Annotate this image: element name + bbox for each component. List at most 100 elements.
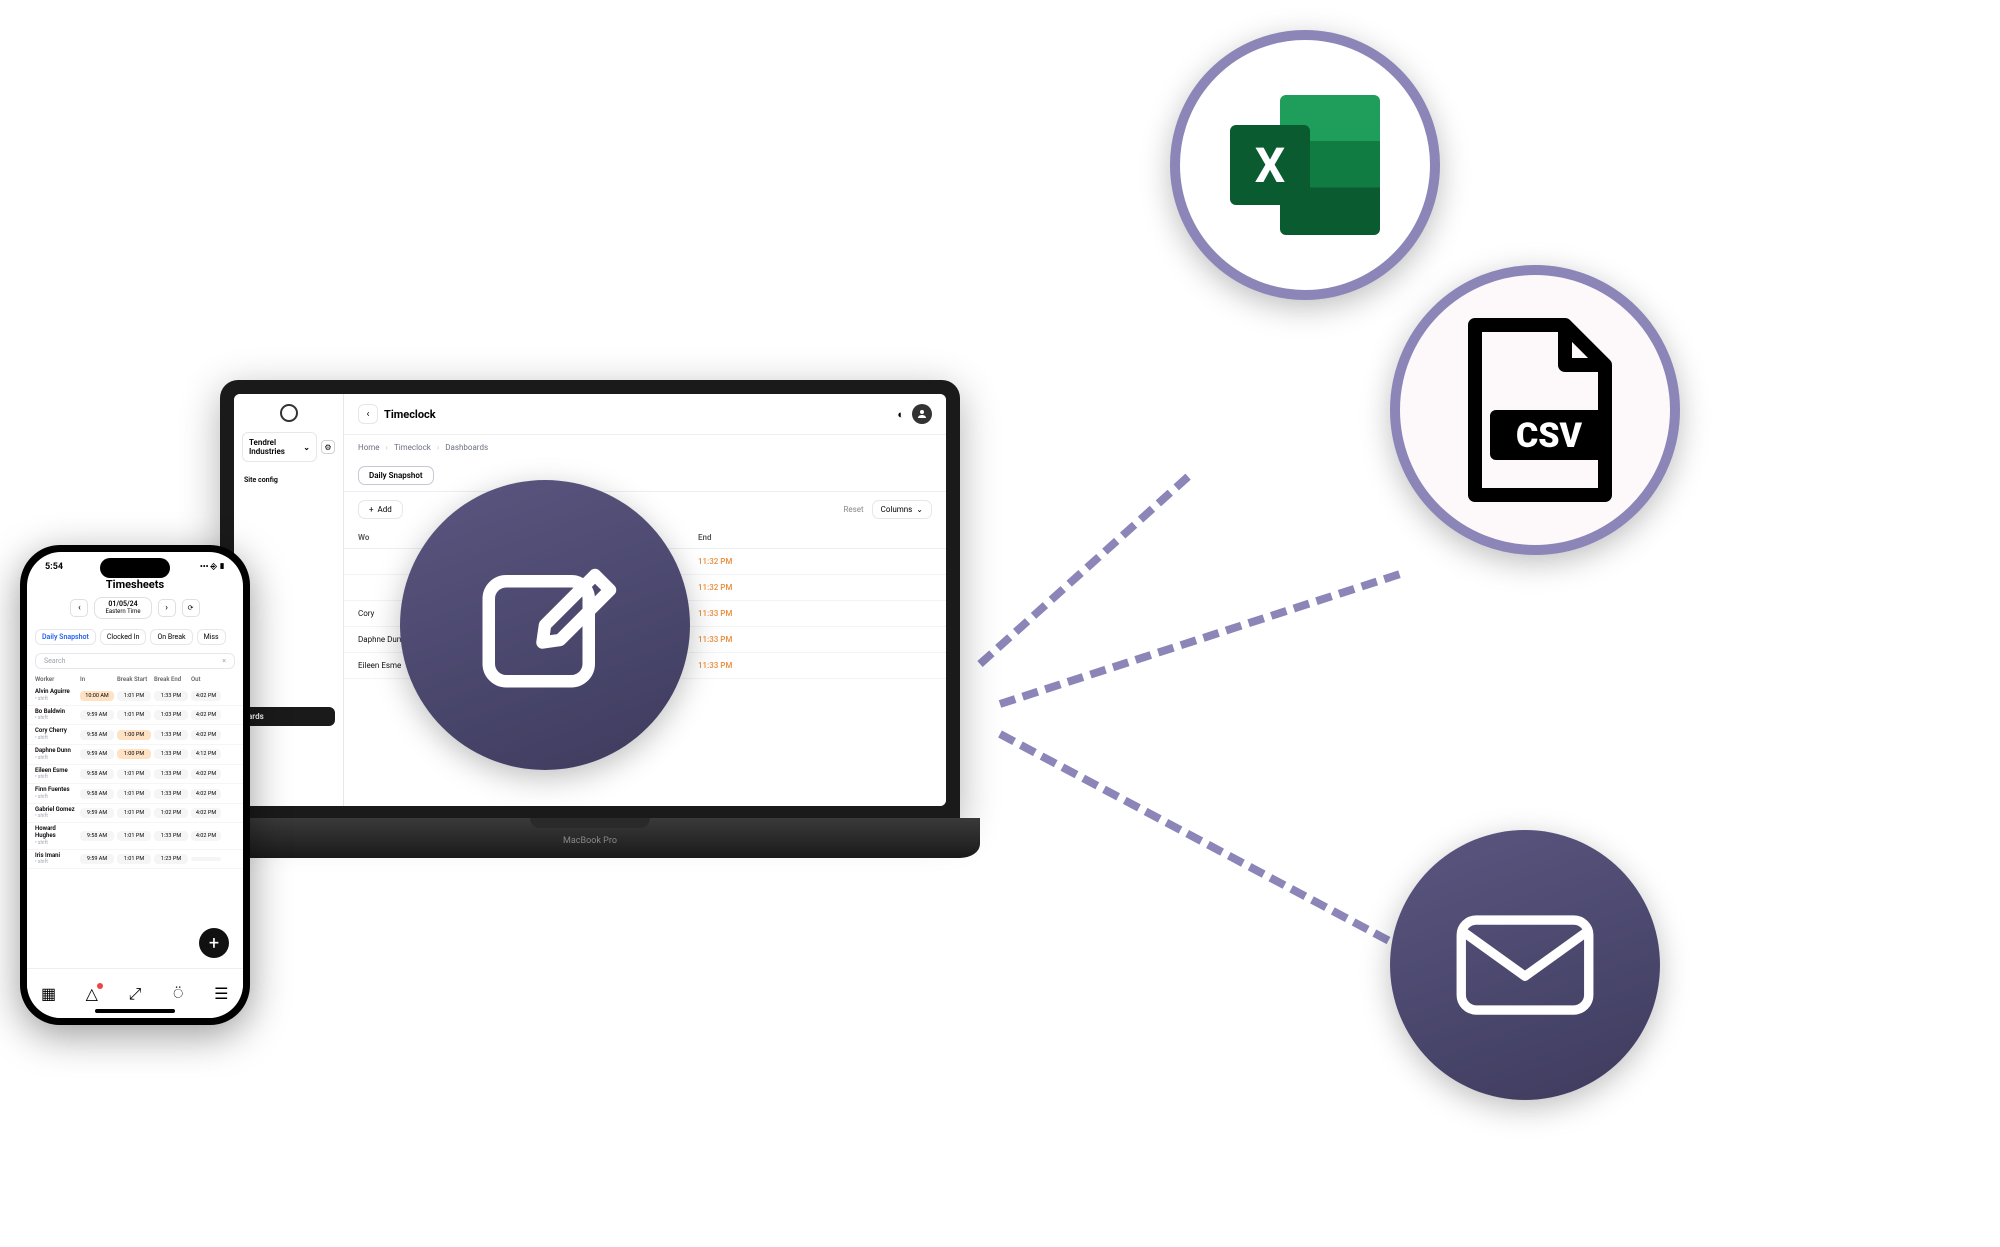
time-chip: 1:33 PM <box>154 769 188 779</box>
cell-end: 11:33 PM <box>698 661 768 670</box>
clear-icon[interactable]: × <box>222 657 226 665</box>
theme-toggle-icon[interactable]: ◐ <box>897 408 904 421</box>
phone-tab[interactable]: On Break <box>150 629 192 645</box>
app-header: ‹ Timeclock ◐ <box>344 394 946 435</box>
table-row[interactable]: Finn Fuentes• shift 9:58 AM1:01 PM1:33 P… <box>27 784 243 804</box>
breadcrumb-item[interactable]: Dashboards <box>445 443 488 452</box>
nav-alerts-icon[interactable]: △ <box>83 985 101 1003</box>
time-chip: 1:01 PM <box>117 831 151 841</box>
connector-line <box>977 474 1190 667</box>
tab-daily-snapshot[interactable]: Daily Snapshot <box>358 466 434 485</box>
time-chip: 1:01 PM <box>117 691 151 701</box>
time-chip: 9:58 AM <box>80 789 114 799</box>
device-label: MacBook Pro <box>563 836 617 846</box>
phone-tab[interactable]: Clocked In <box>100 629 147 645</box>
reset-button[interactable]: Reset <box>843 505 863 514</box>
breadcrumb: Home› Timeclock› Dashboards <box>344 435 946 460</box>
phone-tabs: Daily Snapshot Clocked In On Break Miss <box>27 625 243 649</box>
time-chip: 4:02 PM <box>191 769 221 779</box>
breadcrumb-item[interactable]: Home <box>358 443 380 452</box>
excel-badge: X <box>1230 125 1310 205</box>
time-chip: 9:59 AM <box>80 854 114 864</box>
avatar[interactable] <box>912 404 932 424</box>
nav-calendar-icon[interactable]: ▦ <box>40 985 58 1003</box>
date-next-button[interactable]: › <box>158 599 176 617</box>
table-row[interactable]: Daphne Dunn• shift 9:59 AM1:00 PM1:33 PM… <box>27 745 243 765</box>
org-selector[interactable]: Tendrel Industries ⌄ <box>242 432 317 462</box>
table-row[interactable]: Iris Imani• shift 9:59 AM1:01 PM1:23 PM <box>27 850 243 870</box>
table-row[interactable]: Cory Cherry• shift 9:58 AM1:00 PM1:33 PM… <box>27 725 243 745</box>
time-chip: 9:58 AM <box>80 730 114 740</box>
time-chip: 9:59 AM <box>80 710 114 720</box>
table-row[interactable]: Eileen Esme• shift 9:58 AM1:01 PM1:33 PM… <box>27 765 243 785</box>
today-button[interactable]: ⟳ <box>182 599 200 617</box>
table-row[interactable]: Gabriel Gomez• shift 9:59 AM1:01 PM1:02 … <box>27 804 243 824</box>
phone-device: 5:54 ••• ⎆ ▮ Timesheets ‹ 01/05/24 Easte… <box>20 545 250 1025</box>
table-row[interactable]: Howard Hughes• shift 9:58 AM1:01 PM1:33 … <box>27 823 243 849</box>
nav-scan-icon[interactable]: ⤢ <box>126 985 144 1003</box>
back-button[interactable]: ‹ <box>358 404 378 424</box>
time-chip: 1:33 PM <box>154 749 188 759</box>
cell-worker: Bo Baldwin• shift <box>35 709 77 722</box>
phone-table-header: Worker In Break Start Break End Out <box>27 673 243 686</box>
phone-notch <box>100 558 170 578</box>
time-chip: 1:33 PM <box>154 831 188 841</box>
cell-worker: Finn Fuentes• shift <box>35 787 77 800</box>
export-email-icon <box>1390 830 1660 1100</box>
cell-worker: Alvin Aguirre• shift <box>35 689 77 702</box>
time-chip: 4:02 PM <box>191 808 221 818</box>
time-chip: 1:23 PM <box>154 854 188 864</box>
breadcrumb-item[interactable]: Timeclock <box>394 443 431 452</box>
nav-menu-icon[interactable]: ☰ <box>212 985 230 1003</box>
columns-button[interactable]: Columns ⌄ <box>872 500 932 519</box>
time-chip: 4:12 PM <box>191 749 221 759</box>
cell-end: 11:32 PM <box>698 557 768 566</box>
time-chip: 1:03 PM <box>154 710 188 720</box>
chevron-down-icon: ⌄ <box>303 443 310 452</box>
table-row[interactable]: Alvin Aguirre• shift 10:00 AM1:01 PM1:33… <box>27 686 243 706</box>
time-chip: 1:00 PM <box>117 749 151 759</box>
home-indicator <box>95 1009 175 1013</box>
edit-action-icon <box>400 480 690 770</box>
time-chip: 1:01 PM <box>117 808 151 818</box>
date-display[interactable]: 01/05/24 Eastern Time <box>94 597 151 619</box>
date-prev-button[interactable]: ‹ <box>70 599 88 617</box>
status-time: 5:54 <box>45 562 63 572</box>
time-chip: 10:00 AM <box>80 691 114 701</box>
table-row[interactable]: Bo Baldwin• shift 9:59 AM1:01 PM1:03 PM4… <box>27 706 243 726</box>
date-nav: ‹ 01/05/24 Eastern Time › ⟳ <box>27 595 243 625</box>
time-chip <box>191 857 221 861</box>
cell-worker: Iris Imani• shift <box>35 853 77 866</box>
time-chip: 1:01 PM <box>117 789 151 799</box>
time-chip: 1:01 PM <box>117 769 151 779</box>
plus-icon: + <box>369 505 374 514</box>
nav-people-icon[interactable]: ⍥ <box>169 985 187 1003</box>
time-chip: 9:59 AM <box>80 749 114 759</box>
add-button[interactable]: + Add <box>358 500 403 519</box>
status-icons: ••• ⎆ ▮ <box>200 562 225 572</box>
org-name: Tendrel Industries <box>249 438 303 456</box>
phone-tab[interactable]: Miss <box>197 629 226 645</box>
search-input[interactable]: Search × <box>35 653 235 669</box>
time-chip: 9:58 AM <box>80 831 114 841</box>
fab-add-button[interactable]: + <box>199 928 229 958</box>
col-header[interactable]: End <box>698 533 768 542</box>
cell-worker: Gabriel Gomez• shift <box>35 807 77 820</box>
phone-tab[interactable]: Daily Snapshot <box>35 629 96 645</box>
export-csv-icon: CSV <box>1390 265 1680 555</box>
cell-end: 11:33 PM <box>698 609 768 618</box>
time-chip: 4:02 PM <box>191 710 221 720</box>
sidebar-item-dashboards[interactable]: ards <box>242 707 335 726</box>
time-chip: 1:00 PM <box>117 730 151 740</box>
export-excel-icon: X <box>1170 30 1440 300</box>
svg-text:CSV: CSV <box>1516 416 1583 456</box>
gear-icon[interactable]: ⚙ <box>321 440 335 454</box>
time-chip: 4:02 PM <box>191 789 221 799</box>
time-chip: 4:02 PM <box>191 691 221 701</box>
time-chip: 9:58 AM <box>80 769 114 779</box>
cell-end: 11:33 PM <box>698 635 768 644</box>
chevron-down-icon: ⌄ <box>916 505 923 514</box>
time-chip: 4:02 PM <box>191 831 221 841</box>
sidebar-item-label: ards <box>248 712 264 721</box>
time-chip: 9:59 AM <box>80 808 114 818</box>
